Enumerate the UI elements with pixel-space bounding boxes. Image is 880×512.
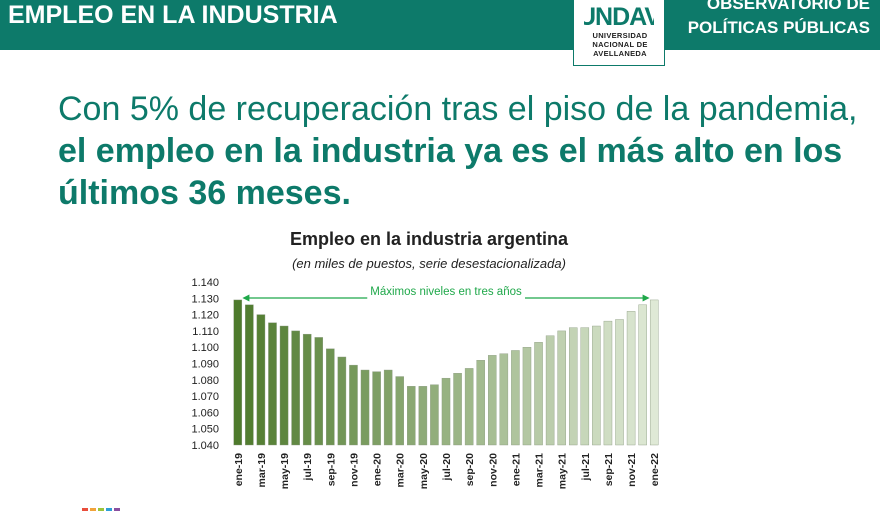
x-tick-label: jul-20 (441, 453, 453, 482)
bar (383, 369, 393, 446)
x-tick-label: sep-21 (603, 453, 615, 486)
x-tick-label: may-20 (418, 453, 430, 489)
bar (395, 376, 404, 446)
bar (314, 337, 324, 446)
logo-mark-text: UNDAV (584, 3, 654, 28)
bar (476, 360, 485, 446)
y-tick-label: 1.100 (191, 342, 219, 354)
headline-normal: Con 5% de recuperación tras el piso de l… (58, 90, 858, 128)
logo-line1: UNIVERSIDAD (592, 31, 648, 40)
x-tick-label: ene-20 (372, 453, 384, 486)
y-tick-label: 1.090 (191, 359, 219, 371)
bar (279, 325, 289, 446)
bar (256, 314, 266, 446)
chart-title: Empleo en la industria argentina (289, 229, 569, 249)
bar (557, 330, 566, 446)
bar (522, 346, 532, 446)
bar (245, 304, 254, 446)
bar (580, 327, 590, 446)
bar (615, 319, 624, 446)
header-bar: EMPLEO EN LA INDUSTRIA OBSERVATORIO DE P… (0, 0, 880, 50)
observatorio-label: OBSERVATORIO DE POLÍTICAS PÚBLICAS (688, 0, 870, 40)
logo-line2: NACIONAL DE (592, 40, 648, 49)
headline-bold: el empleo en la industria ya es el más a… (58, 132, 843, 212)
bar (568, 327, 578, 446)
y-tick-label: 1.120 (191, 310, 219, 322)
bar (291, 330, 300, 446)
bar (337, 356, 347, 446)
x-axis: ene-19 mar-19 may-19 jul-19 sep-19 nov-19 ene-… (233, 453, 661, 489)
y-tick-label: 1.070 (191, 391, 219, 403)
employment-bar-chart: 1.040 1.050 1.060 1.070 1.080 1.090 1.100 1.110… (191, 277, 661, 489)
x-tick-label: mar-20 (395, 453, 407, 488)
decorative-dots (82, 508, 120, 511)
bar (372, 371, 381, 446)
y-tick-label: 1.110 (192, 326, 219, 338)
observatorio-line1: OBSERVATORIO DE (706, 0, 870, 13)
undav-logo: UNDAV UNIVERSIDAD NACIONAL DE AVELLANEDA (573, 0, 665, 66)
bar (302, 333, 312, 446)
x-tick-label: jul-19 (302, 453, 314, 482)
bar (464, 368, 474, 446)
y-tick-label: 1.040 (191, 440, 219, 452)
bar (488, 355, 497, 446)
bar (649, 299, 659, 446)
x-tick-label: ene-22 (649, 453, 661, 486)
bar (360, 369, 370, 446)
x-tick-label: nov-21 (626, 453, 638, 487)
x-tick-label: may-21 (557, 453, 569, 489)
annotation-label: Máximos niveles en tres años (370, 286, 522, 298)
x-tick-label: mar-21 (534, 453, 546, 488)
y-tick-label: 1.140 (191, 277, 219, 289)
y-axis: 1.040 1.050 1.060 1.070 1.080 1.090 1.100 1.110… (191, 277, 219, 452)
annotation-arrow-right (642, 294, 650, 302)
bar (453, 373, 462, 446)
x-tick-label: sep-19 (325, 453, 337, 486)
x-tick-label: sep-20 (464, 453, 476, 486)
x-tick-label: mar-19 (256, 453, 268, 488)
annotation-arrow-left (242, 294, 250, 302)
x-tick-label: jul-21 (580, 453, 592, 482)
bar (603, 320, 613, 446)
bar (233, 299, 243, 446)
logo-line3: AVELLANEDA (593, 49, 647, 58)
bar (626, 311, 636, 446)
bar (638, 304, 647, 446)
y-tick-label: 1.130 (191, 293, 219, 305)
headline: Con 5% de recuperación tras el piso de l… (58, 88, 858, 214)
bar (499, 353, 509, 446)
bar (545, 335, 555, 446)
bars-group (233, 299, 659, 446)
bar (349, 364, 358, 446)
x-tick-label: nov-20 (487, 453, 499, 487)
bar (511, 350, 520, 446)
bar (534, 342, 543, 446)
annotation-group: Máximos niveles en tres años (242, 285, 650, 302)
bar (407, 386, 416, 446)
undav-logo-mark: UNDAV (584, 3, 654, 28)
x-tick-label: ene-21 (510, 453, 522, 486)
page-title: EMPLEO EN LA INDUSTRIA (8, 1, 338, 29)
x-tick-label: may-19 (279, 453, 291, 489)
chart-subtitle: (en miles de puestos, serie desestaciona… (292, 256, 566, 271)
y-tick-label: 1.080 (191, 375, 219, 387)
y-tick-label: 1.060 (191, 407, 219, 419)
bar (430, 384, 439, 446)
bar (268, 322, 277, 446)
x-tick-label: ene-19 (233, 453, 245, 486)
observatorio-line2: POLÍTICAS PÚBLICAS (687, 18, 870, 37)
x-tick-label: nov-19 (348, 453, 360, 487)
bar (326, 348, 335, 446)
annotation-label-bg (367, 285, 525, 299)
bar (592, 325, 601, 446)
bar (441, 377, 451, 446)
bar (418, 386, 428, 446)
y-tick-label: 1.050 (191, 424, 219, 436)
